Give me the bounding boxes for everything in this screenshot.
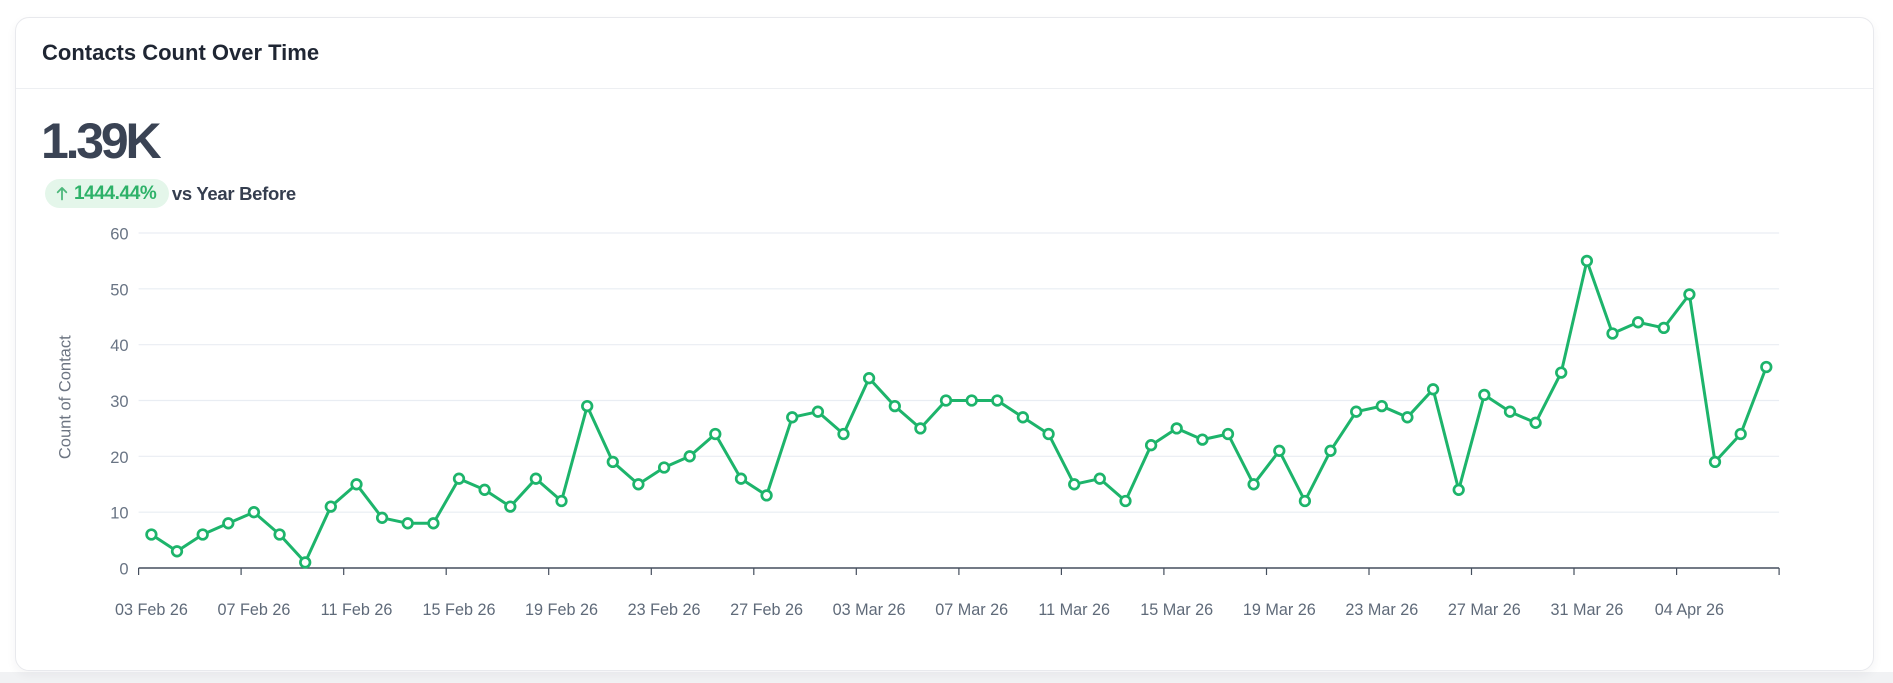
svg-text:11 Feb 26: 11 Feb 26 [321,601,393,619]
svg-text:03 Mar 26: 03 Mar 26 [833,601,906,619]
svg-text:11 Mar 26: 11 Mar 26 [1038,601,1110,619]
svg-text:15 Feb 26: 15 Feb 26 [423,601,496,619]
svg-text:04 Apr 26: 04 Apr 26 [1655,601,1724,619]
svg-text:20: 20 [110,449,128,467]
svg-text:15 Mar 26: 15 Mar 26 [1140,601,1213,619]
svg-text:19 Feb 26: 19 Feb 26 [525,601,598,619]
svg-text:07 Mar 26: 07 Mar 26 [935,601,1008,619]
svg-text:27 Feb 26: 27 Feb 26 [730,601,803,619]
svg-text:27 Mar 26: 27 Mar 26 [1448,601,1521,619]
svg-text:60: 60 [110,226,128,244]
svg-text:50: 50 [110,281,128,299]
svg-text:0: 0 [119,561,128,579]
svg-text:Count of Contact: Count of Contact [56,335,74,459]
svg-text:30: 30 [110,393,128,411]
svg-text:40: 40 [110,337,128,355]
svg-text:31 Mar 26: 31 Mar 26 [1550,601,1623,619]
svg-text:07 Feb 26: 07 Feb 26 [217,601,290,619]
svg-text:03 Feb 26: 03 Feb 26 [115,601,188,619]
svg-text:23 Feb 26: 23 Feb 26 [628,601,701,619]
svg-text:19 Mar 26: 19 Mar 26 [1243,601,1316,619]
svg-text:10: 10 [110,505,128,523]
svg-text:23 Mar 26: 23 Mar 26 [1345,601,1418,619]
